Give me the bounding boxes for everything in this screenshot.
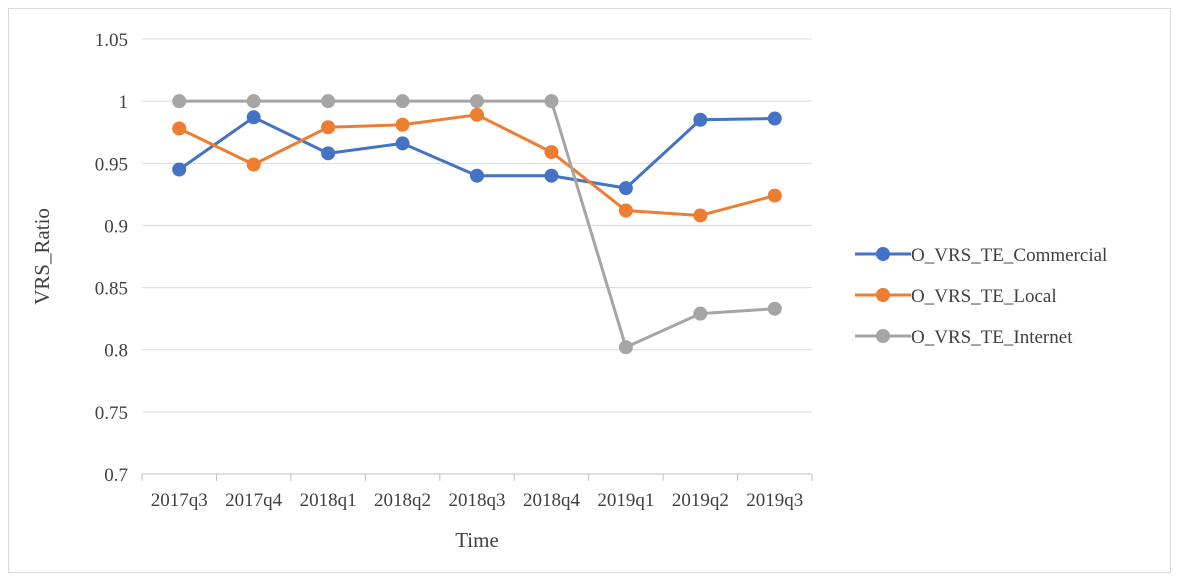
data-point bbox=[544, 145, 559, 160]
data-point bbox=[321, 146, 336, 161]
data-point bbox=[618, 203, 633, 218]
data-point bbox=[767, 188, 782, 203]
data-point bbox=[767, 111, 782, 126]
data-point bbox=[693, 208, 708, 223]
data-point bbox=[693, 112, 708, 127]
legend-label: O_VRS_TE_Internet bbox=[911, 327, 1073, 348]
data-point bbox=[470, 94, 484, 109]
x-tick-label: 2017q4 bbox=[225, 490, 283, 511]
x-tick-label: 2018q1 bbox=[300, 490, 357, 511]
data-point bbox=[693, 306, 708, 321]
data-point bbox=[321, 94, 336, 109]
data-point bbox=[767, 301, 782, 316]
data-point bbox=[470, 168, 484, 183]
y-tick-label: 0.75 bbox=[95, 403, 128, 424]
data-point bbox=[172, 162, 187, 177]
x-tick-label: 2018q4 bbox=[523, 490, 581, 511]
y-tick-label: 1.05 bbox=[95, 30, 128, 51]
series-line bbox=[179, 99, 775, 349]
data-point bbox=[172, 94, 187, 109]
x-tick-label: 2019q2 bbox=[672, 490, 729, 511]
y-tick-label: 0.8 bbox=[104, 341, 128, 362]
data-point bbox=[618, 181, 633, 196]
y-tick-label: 0.9 bbox=[104, 216, 128, 237]
data-point bbox=[470, 107, 484, 122]
x-axis-title: Time bbox=[455, 528, 499, 552]
x-tick-label: 2018q2 bbox=[374, 490, 431, 511]
data-point bbox=[618, 340, 633, 355]
y-tick-label: 0.85 bbox=[95, 279, 128, 300]
legend-label: O_VRS_TE_Commercial bbox=[911, 245, 1107, 266]
data-point bbox=[321, 120, 336, 135]
x-tick-label: 2018q3 bbox=[449, 490, 506, 511]
data-point bbox=[172, 121, 187, 136]
x-tick-label: 2017q3 bbox=[151, 490, 208, 511]
y-tick-label: 1 bbox=[119, 92, 129, 113]
series-line bbox=[178, 113, 776, 217]
data-point bbox=[246, 94, 261, 109]
x-tick-label: 2019q3 bbox=[746, 490, 803, 511]
data-point bbox=[246, 110, 261, 125]
data-point bbox=[544, 168, 559, 183]
y-axis-title: VRS_Ratio bbox=[30, 208, 54, 305]
legend-swatch-marker bbox=[876, 288, 890, 302]
y-tick-label: 0.7 bbox=[104, 465, 128, 486]
data-point bbox=[544, 94, 559, 109]
data-point bbox=[395, 136, 410, 151]
data-point bbox=[395, 117, 410, 132]
y-tick-label: 0.95 bbox=[95, 154, 128, 175]
legend-label: O_VRS_TE_Local bbox=[911, 286, 1057, 307]
x-tick-label: 2019q1 bbox=[597, 490, 654, 511]
legend-swatch-marker bbox=[876, 247, 890, 261]
data-point bbox=[246, 157, 261, 172]
legend-swatch-marker bbox=[876, 329, 890, 343]
data-point bbox=[395, 94, 410, 109]
